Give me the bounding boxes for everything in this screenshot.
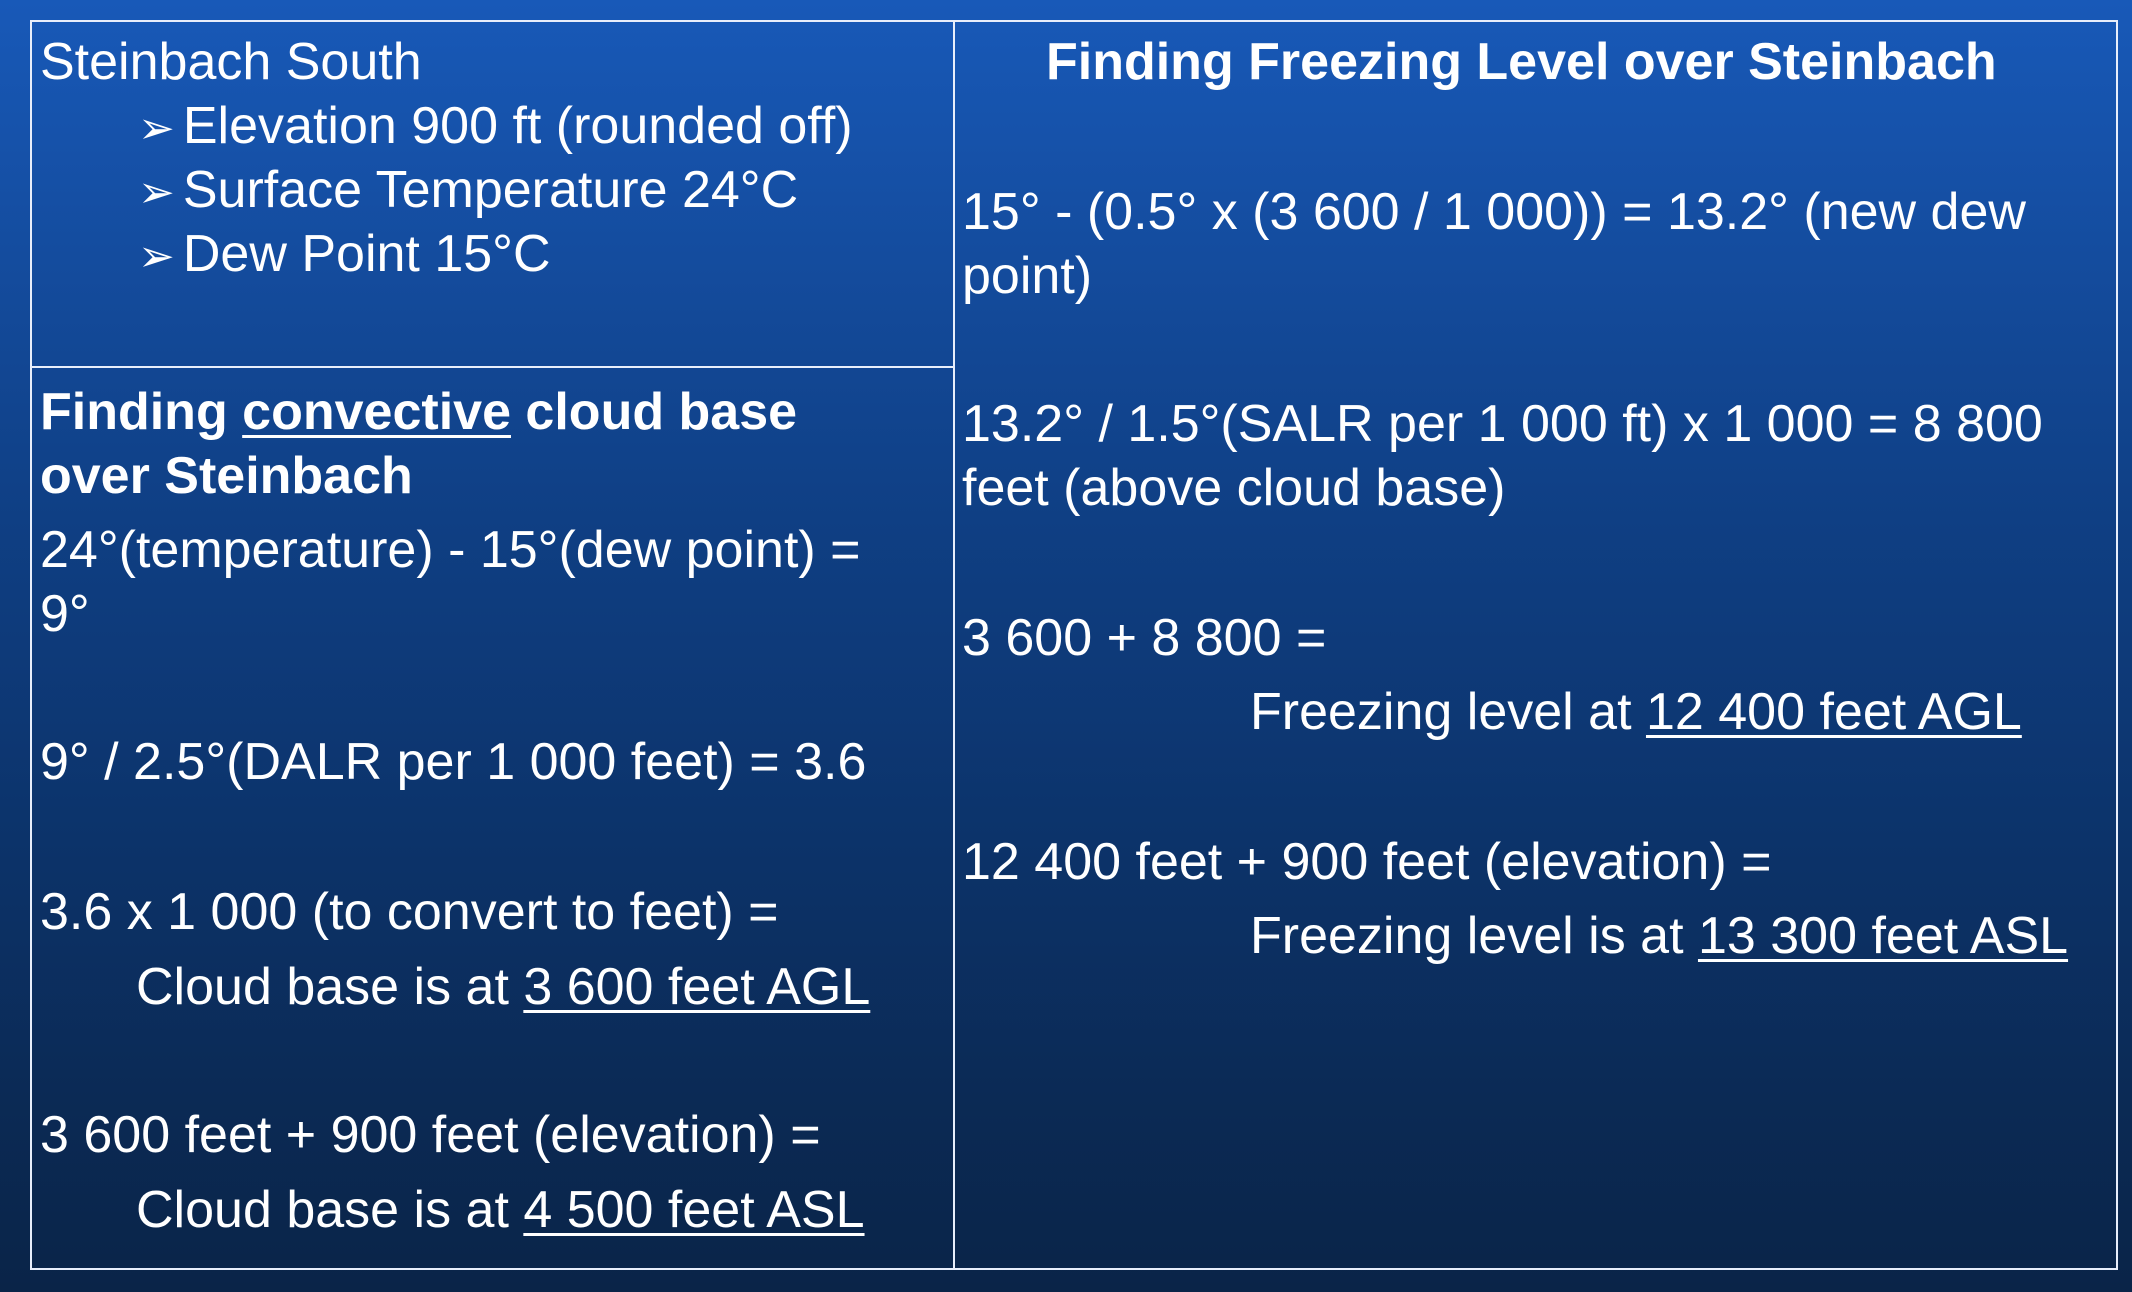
result-label: Freezing level at (1250, 683, 1646, 741)
spread-result: 9° (40, 585, 90, 643)
feet-conversion: 3.6 x 1 000 (to convert to feet) = (40, 883, 779, 941)
heading-text: cloud base (510, 383, 798, 441)
freezing-level-agl: Freezing level at 12 400 feet AGL (1250, 680, 2022, 744)
freezing-level-asl: Freezing level is at 13 300 feet ASL (1250, 904, 2068, 968)
salr-calculation: 13.2° / 1.5°(SALR per 1 000 ft) x 1 000 … (962, 395, 2043, 453)
list-item-dew-point: ➢ Dew Point 15°C (138, 222, 551, 289)
cloud-base-heading-line2: over Steinbach (40, 447, 413, 505)
location-title: Steinbach South (40, 33, 422, 91)
elevation-addition: 3 600 feet + 900 feet (elevation) = (40, 1106, 821, 1164)
height-addition: 3 600 + 8 800 = (962, 609, 1327, 667)
cloud-base-asl: Cloud base is at 4 500 feet ASL (136, 1178, 865, 1242)
result-label: Cloud base is at (136, 1181, 524, 1239)
heading-text: Finding (40, 383, 243, 441)
list-item-label: Elevation 900 ft (rounded off) (182, 97, 853, 155)
arrow-bullet-icon: ➢ (138, 232, 175, 281)
result-label: Cloud base is at (136, 958, 524, 1016)
elevation-addition-right: 12 400 feet + 900 feet (elevation) = (962, 833, 1772, 891)
cloud-base-agl: Cloud base is at 3 600 feet AGL (136, 955, 870, 1019)
list-item-label: Surface Temperature 24°C (182, 161, 799, 219)
result-label: Freezing level is at (1250, 907, 1698, 965)
arrow-bullet-icon: ➢ (138, 104, 175, 153)
arrow-bullet-icon: ➢ (138, 168, 175, 217)
heading-emphasis: convective (242, 383, 511, 441)
row-divider (30, 366, 955, 368)
result-value: 3 600 feet AGL (523, 958, 871, 1016)
new-dew-point-calculation: 15° - (0.5° x (3 600 / 1 000)) = 13.2° (… (962, 183, 2026, 241)
salr-calculation-line2: feet (above cloud base) (962, 459, 1506, 517)
column-divider (953, 20, 955, 1270)
table-frame (30, 20, 2118, 1270)
new-dew-point-calculation-line2: point) (962, 247, 1093, 305)
dalr-calculation: 9° / 2.5°(DALR per 1 000 feet) = 3.6 (40, 733, 867, 791)
freezing-level-heading: Finding Freezing Level over Steinbach (1046, 33, 1997, 91)
list-item-surface-temperature: ➢ Surface Temperature 24°C (138, 158, 798, 225)
result-value: 13 300 feet ASL (1697, 907, 2069, 965)
list-item-label: Dew Point 15°C (182, 225, 551, 283)
result-value: 4 500 feet ASL (523, 1181, 865, 1239)
result-value: 12 400 feet AGL (1645, 683, 2022, 741)
list-item-elevation: ➢ Elevation 900 ft (rounded off) (138, 94, 853, 161)
spread-calculation: 24°(temperature) - 15°(dew point) = (40, 521, 861, 579)
cloud-base-heading: Finding convective cloud base (40, 380, 797, 444)
